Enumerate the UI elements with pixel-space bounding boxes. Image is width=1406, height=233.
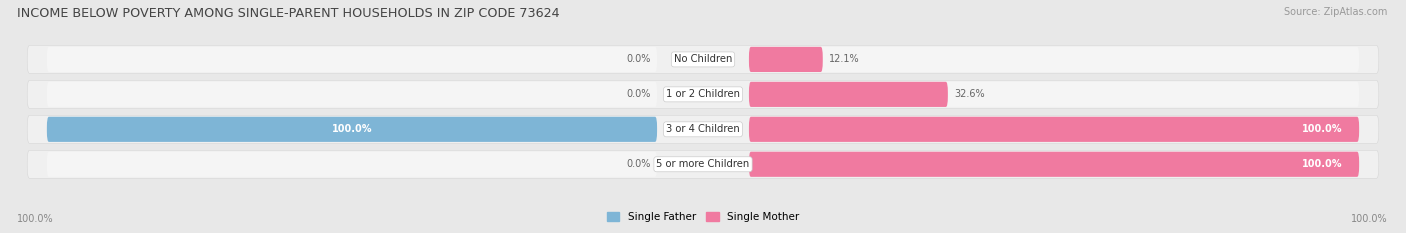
Text: 32.6%: 32.6% [955, 89, 986, 99]
FancyBboxPatch shape [749, 47, 823, 72]
FancyBboxPatch shape [46, 47, 657, 72]
Text: INCOME BELOW POVERTY AMONG SINGLE-PARENT HOUSEHOLDS IN ZIP CODE 73624: INCOME BELOW POVERTY AMONG SINGLE-PARENT… [17, 7, 560, 20]
FancyBboxPatch shape [27, 150, 1379, 178]
Text: 5 or more Children: 5 or more Children [657, 159, 749, 169]
FancyBboxPatch shape [749, 82, 948, 107]
FancyBboxPatch shape [749, 82, 1360, 107]
FancyBboxPatch shape [749, 47, 1360, 72]
Text: 0.0%: 0.0% [626, 89, 651, 99]
FancyBboxPatch shape [46, 117, 657, 142]
FancyBboxPatch shape [749, 152, 1360, 177]
Text: 0.0%: 0.0% [626, 55, 651, 64]
FancyBboxPatch shape [46, 117, 657, 142]
Text: 0.0%: 0.0% [626, 159, 651, 169]
Legend: Single Father, Single Mother: Single Father, Single Mother [603, 208, 803, 226]
Text: 1 or 2 Children: 1 or 2 Children [666, 89, 740, 99]
Text: 100.0%: 100.0% [332, 124, 373, 134]
Text: 100.0%: 100.0% [1351, 214, 1388, 224]
FancyBboxPatch shape [749, 117, 1360, 142]
Text: 100.0%: 100.0% [1302, 159, 1343, 169]
Text: 100.0%: 100.0% [1302, 124, 1343, 134]
Text: 12.1%: 12.1% [830, 55, 860, 64]
FancyBboxPatch shape [27, 80, 1379, 108]
FancyBboxPatch shape [46, 152, 657, 177]
FancyBboxPatch shape [749, 117, 1360, 142]
FancyBboxPatch shape [27, 45, 1379, 73]
FancyBboxPatch shape [749, 152, 1360, 177]
Text: Source: ZipAtlas.com: Source: ZipAtlas.com [1284, 7, 1388, 17]
Text: 100.0%: 100.0% [17, 214, 53, 224]
Text: No Children: No Children [673, 55, 733, 64]
FancyBboxPatch shape [27, 115, 1379, 143]
FancyBboxPatch shape [46, 82, 657, 107]
Text: 3 or 4 Children: 3 or 4 Children [666, 124, 740, 134]
